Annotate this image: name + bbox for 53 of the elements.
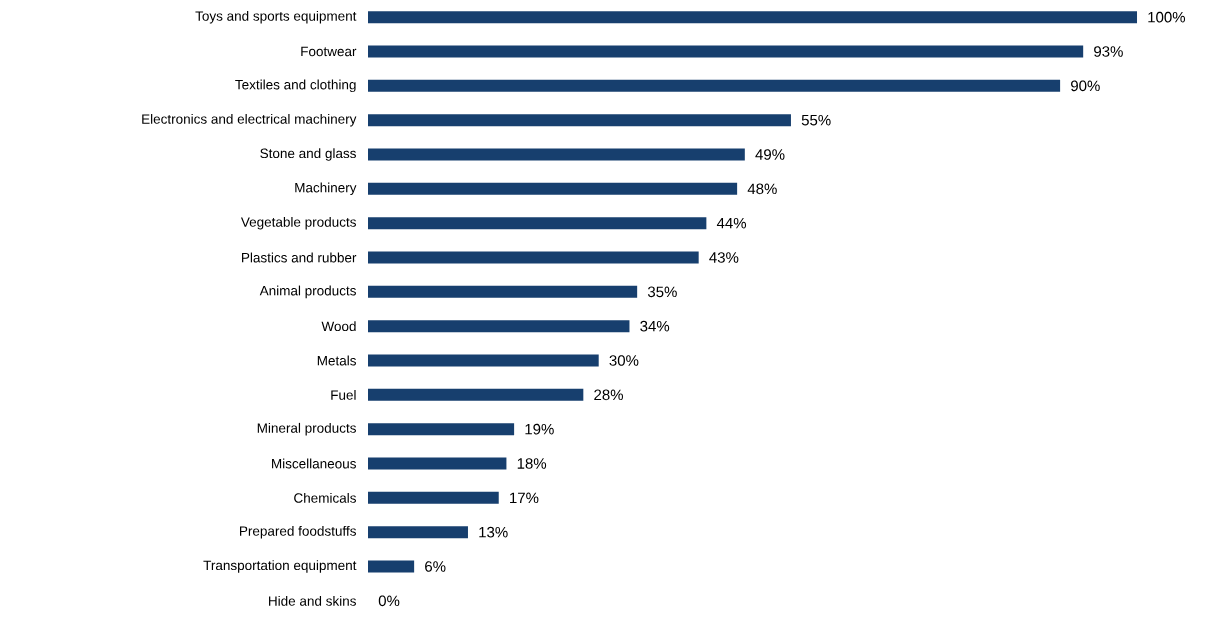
data-label: 93%	[1094, 46, 1123, 57]
data-label: 19%	[525, 423, 554, 435]
y-tick-label: Hide and skins	[269, 595, 356, 606]
data-label: 43%	[709, 252, 739, 263]
y-tick-label: Transportation equipment	[203, 560, 357, 573]
y-tick-label: Miscellaneous	[272, 458, 356, 469]
data-label: 28%	[594, 389, 623, 401]
data-label: 34%	[640, 320, 670, 332]
y-tick-label: Toys and sports equipment	[195, 10, 357, 24]
y-tick-label: Chemicals	[294, 492, 356, 503]
y-tick-label: Footwear	[301, 46, 357, 57]
y-tick-label: Wood	[321, 321, 356, 332]
data-label: 49%	[755, 149, 785, 160]
data-label: 0%	[378, 595, 400, 607]
bar	[368, 45, 1084, 58]
data-label: 35%	[647, 286, 677, 298]
bar	[368, 79, 1061, 92]
y-tick-label: Fuel	[331, 389, 356, 400]
bar	[368, 11, 1138, 24]
bar	[368, 423, 515, 436]
bar	[368, 285, 638, 298]
bar	[368, 114, 791, 127]
data-label: 100%	[1148, 11, 1186, 23]
data-label: 30%	[609, 355, 639, 366]
y-tick-label: Plastics and rubber	[242, 252, 357, 263]
y-tick-label: Textiles and clothing	[235, 79, 356, 93]
data-label: 18%	[517, 458, 547, 469]
data-label: 90%	[1071, 80, 1100, 92]
bar	[368, 251, 699, 264]
bar	[368, 526, 468, 539]
data-label: 55%	[801, 114, 831, 126]
y-tick-label: Prepared foodstuffs	[240, 525, 356, 539]
bar	[368, 217, 707, 230]
bar	[368, 457, 507, 470]
bar	[368, 560, 415, 573]
bar	[368, 388, 584, 401]
y-tick-label: Stone and glass	[260, 148, 356, 161]
data-label: 48%	[747, 183, 777, 195]
bar	[368, 491, 499, 504]
y-tick-label: Animal products	[259, 285, 356, 299]
bar	[368, 354, 599, 367]
data-label: 44%	[716, 217, 747, 229]
y-tick-label: Electronics and electrical machinery	[142, 113, 357, 127]
bar	[368, 320, 630, 333]
y-tick-label: Machinery	[295, 182, 357, 196]
data-label: 13%	[479, 526, 508, 538]
y-tick-label: Mineral products	[257, 422, 356, 436]
data-label: 6%	[425, 561, 446, 572]
data-label: 17%	[510, 492, 539, 504]
bar	[368, 182, 738, 195]
y-tick-label: Vegetable products	[240, 216, 356, 230]
y-tick-label: Metals	[317, 355, 356, 366]
bar	[368, 148, 745, 161]
